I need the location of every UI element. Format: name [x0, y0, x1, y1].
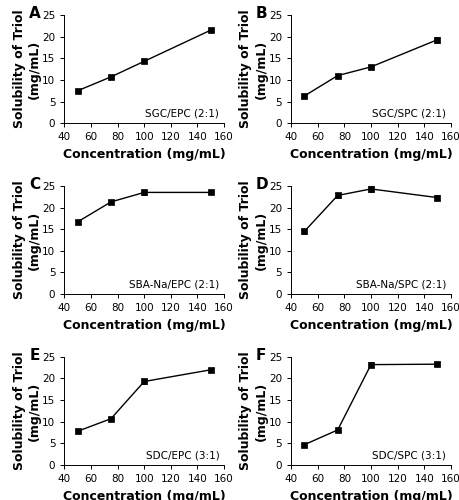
Text: SDC/SPC (3:1): SDC/SPC (3:1) — [371, 450, 445, 460]
Text: SGC/SPC (2:1): SGC/SPC (2:1) — [371, 109, 445, 119]
X-axis label: Concentration (mg/mL): Concentration (mg/mL) — [289, 318, 451, 332]
Text: SBA-Na/SPC (2:1): SBA-Na/SPC (2:1) — [355, 280, 445, 290]
X-axis label: Concentration (mg/mL): Concentration (mg/mL) — [63, 318, 225, 332]
X-axis label: Concentration (mg/mL): Concentration (mg/mL) — [289, 490, 451, 500]
Text: SGC/EPC (2:1): SGC/EPC (2:1) — [145, 109, 219, 119]
Text: D: D — [256, 178, 268, 192]
X-axis label: Concentration (mg/mL): Concentration (mg/mL) — [63, 148, 225, 161]
X-axis label: Concentration (mg/mL): Concentration (mg/mL) — [63, 490, 225, 500]
Y-axis label: Solubility of Triol
(mg/mL): Solubility of Triol (mg/mL) — [13, 180, 41, 300]
Text: SBA-Na/EPC (2:1): SBA-Na/EPC (2:1) — [129, 280, 219, 290]
Text: F: F — [256, 348, 266, 363]
Text: E: E — [29, 348, 39, 363]
Text: C: C — [29, 178, 40, 192]
Y-axis label: Solubility of Triol
(mg/mL): Solubility of Triol (mg/mL) — [239, 180, 267, 300]
Text: A: A — [29, 6, 41, 22]
Y-axis label: Solubility of Triol
(mg/mL): Solubility of Triol (mg/mL) — [239, 352, 267, 470]
Text: SDC/EPC (3:1): SDC/EPC (3:1) — [145, 450, 219, 460]
Y-axis label: Solubility of Triol
(mg/mL): Solubility of Triol (mg/mL) — [13, 352, 41, 470]
X-axis label: Concentration (mg/mL): Concentration (mg/mL) — [289, 148, 451, 161]
Y-axis label: Solubility of Triol
(mg/mL): Solubility of Triol (mg/mL) — [13, 10, 41, 128]
Text: B: B — [256, 6, 267, 22]
Y-axis label: Solubility of Triol
(mg/mL): Solubility of Triol (mg/mL) — [239, 10, 267, 128]
